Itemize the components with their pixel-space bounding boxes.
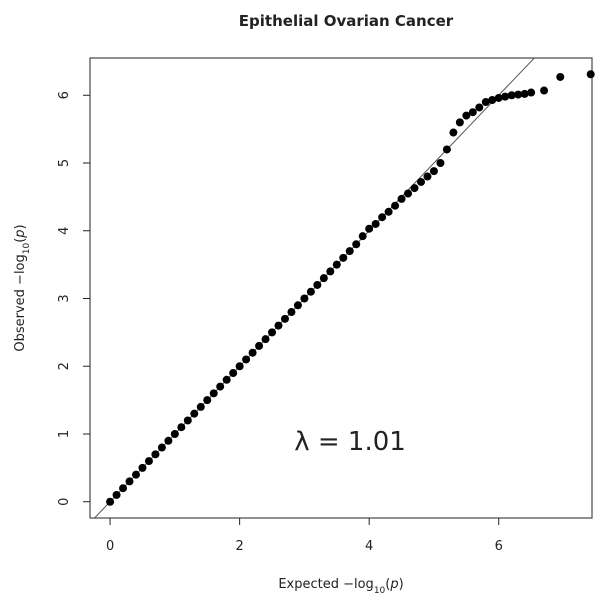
point xyxy=(494,93,503,102)
point xyxy=(468,108,477,117)
y-tick-label: 3 xyxy=(57,294,72,302)
point xyxy=(306,287,315,296)
point xyxy=(527,88,536,97)
annotation: λ = 1.01 xyxy=(294,427,406,457)
point xyxy=(144,457,153,466)
point xyxy=(190,409,199,418)
point xyxy=(216,382,225,391)
y-axis-label-part: ) xyxy=(13,224,28,229)
x-axis-label-part: ( xyxy=(385,577,390,592)
point xyxy=(442,145,451,154)
x-axis-label-part: ) xyxy=(399,577,404,592)
point xyxy=(462,111,471,120)
y-axis-label-part: ( xyxy=(13,238,28,243)
point xyxy=(196,402,205,411)
point xyxy=(501,92,510,101)
point xyxy=(157,443,166,452)
point xyxy=(326,267,335,276)
point xyxy=(352,240,361,249)
plot-frame xyxy=(89,57,593,519)
point xyxy=(455,118,464,127)
point xyxy=(410,184,419,193)
point xyxy=(255,341,264,350)
x-tick-label: 2 xyxy=(235,539,243,554)
y-axis-label-part: Observed −log xyxy=(13,254,28,351)
y-tick-label: 4 xyxy=(57,227,72,235)
point xyxy=(488,96,497,105)
point xyxy=(429,167,438,176)
point xyxy=(404,189,413,198)
y-tick-label: 6 xyxy=(57,91,72,99)
point xyxy=(274,321,283,330)
point xyxy=(170,429,179,438)
point xyxy=(268,328,277,337)
point xyxy=(319,274,328,283)
point xyxy=(475,103,484,112)
y-axis-label: Observed −log10(p) xyxy=(13,224,32,351)
point xyxy=(332,260,341,269)
point xyxy=(423,172,432,181)
point xyxy=(358,232,367,241)
point xyxy=(242,355,251,364)
point xyxy=(397,194,406,203)
point xyxy=(345,247,354,256)
point xyxy=(177,423,186,432)
point xyxy=(416,177,425,186)
point xyxy=(235,362,244,371)
x-tick-label: 6 xyxy=(495,539,503,554)
point xyxy=(151,450,160,459)
point xyxy=(313,280,322,289)
point xyxy=(131,470,140,479)
point xyxy=(119,484,128,493)
point xyxy=(138,463,147,472)
y-tick-label: 1 xyxy=(57,430,72,438)
point xyxy=(449,128,458,137)
point xyxy=(384,207,393,216)
point xyxy=(556,72,565,81)
point xyxy=(586,70,595,79)
point xyxy=(248,348,257,357)
point xyxy=(378,213,387,222)
point xyxy=(481,98,490,107)
point xyxy=(280,314,289,323)
point xyxy=(222,375,231,384)
point xyxy=(540,86,549,95)
point xyxy=(520,89,529,98)
point xyxy=(229,369,238,378)
y-axis-label-part: 10 xyxy=(22,243,32,255)
point xyxy=(436,159,445,168)
x-tick-label: 0 xyxy=(106,539,114,554)
point xyxy=(164,436,173,445)
point xyxy=(112,490,121,499)
point xyxy=(371,219,380,228)
point xyxy=(365,224,374,233)
y-tick-label: 0 xyxy=(57,498,72,506)
point xyxy=(209,389,218,398)
x-axis-label-part: Expected −log xyxy=(278,577,374,592)
point xyxy=(261,335,270,344)
point xyxy=(106,497,115,506)
x-axis-label: Expected −log10(p) xyxy=(278,577,403,596)
point xyxy=(183,416,192,425)
point xyxy=(125,477,134,486)
point xyxy=(507,91,516,100)
point xyxy=(339,253,348,262)
point xyxy=(203,396,212,405)
x-axis-label-part: p xyxy=(389,577,398,592)
y-tick-label: 5 xyxy=(57,159,72,167)
point xyxy=(514,90,523,99)
point xyxy=(293,301,302,310)
y-axis-label-part: p xyxy=(13,229,28,238)
point xyxy=(300,294,309,303)
x-axis-label-part: 10 xyxy=(374,586,386,596)
chart-title: Epithelial Ovarian Cancer xyxy=(239,12,454,30)
x-tick-label: 4 xyxy=(365,539,373,554)
point xyxy=(287,308,296,317)
point xyxy=(391,201,400,210)
y-tick-label: 2 xyxy=(57,362,72,370)
